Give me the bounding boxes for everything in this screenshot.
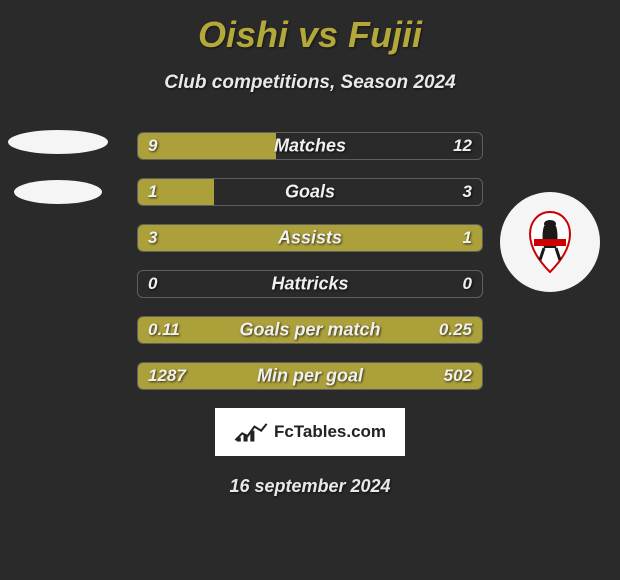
stat-label: Min per goal <box>257 366 363 387</box>
page-title: Oishi vs Fujii <box>0 0 620 56</box>
stat-value-right: 1 <box>463 228 472 248</box>
stat-value-right: 3 <box>463 182 472 202</box>
stat-value-right: 0.25 <box>439 320 472 340</box>
stat-label: Goals <box>285 182 335 203</box>
stat-label: Matches <box>274 136 346 157</box>
placeholder-oval-icon <box>8 130 108 154</box>
stat-value-left: 1287 <box>148 366 186 386</box>
stat-label: Assists <box>278 228 342 249</box>
brand-badge: FcTables.com <box>215 408 405 456</box>
stat-value-left: 9 <box>148 136 157 156</box>
subtitle: Club competitions, Season 2024 <box>0 72 620 94</box>
stat-value-left: 0 <box>148 274 157 294</box>
stat-label: Goals per match <box>239 320 380 341</box>
placeholder-oval-icon <box>14 180 102 204</box>
comparison-chart: 9 Matches 12 1 Goals 3 3 Assists 1 0 Hattricks 0 0.1… <box>0 132 620 390</box>
stat-value-right: 0 <box>463 274 472 294</box>
title-player-right: Fujii <box>348 14 422 55</box>
stat-bar: 0 Hattricks 0 <box>137 270 483 298</box>
title-player-left: Oishi <box>198 14 288 55</box>
stat-value-right: 502 <box>444 366 472 386</box>
stat-value-left: 3 <box>148 228 157 248</box>
stat-value-right: 12 <box>453 136 472 156</box>
snapshot-date: 16 september 2024 <box>0 476 620 497</box>
bar-fill-left <box>138 133 276 159</box>
title-vs: vs <box>298 14 338 55</box>
team-crest-icon <box>500 192 600 292</box>
player-left-badge <box>8 130 108 230</box>
player-right-badge <box>500 192 600 292</box>
stat-value-left: 1 <box>148 182 157 202</box>
stat-bar: 1 Goals 3 <box>137 178 483 206</box>
brand-logo-icon <box>234 421 268 443</box>
stat-bar: 1287 Min per goal 502 <box>137 362 483 390</box>
stat-bar: 3 Assists 1 <box>137 224 483 252</box>
stat-bar: 0.11 Goals per match 0.25 <box>137 316 483 344</box>
brand-text: FcTables.com <box>274 422 386 442</box>
stat-bar: 9 Matches 12 <box>137 132 483 160</box>
bars-container: 9 Matches 12 1 Goals 3 3 Assists 1 0 Hattricks 0 0.1… <box>137 132 483 390</box>
stat-label: Hattricks <box>271 274 348 295</box>
stat-value-left: 0.11 <box>148 320 180 340</box>
